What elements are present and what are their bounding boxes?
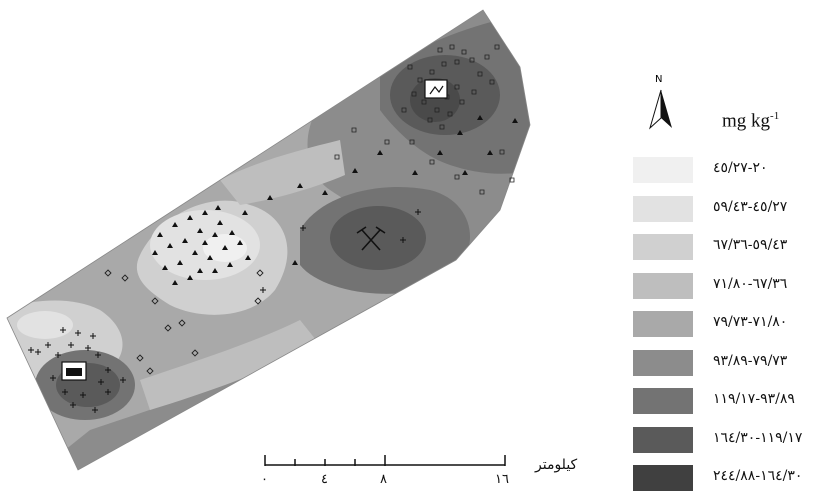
sample-squares (334, 44, 515, 195)
legend-label: ١٦٤/٣٠-٢٤٤/٨٨ (713, 468, 803, 484)
legend-label: ٥٩/٤٣-٦٧/٣٦ (713, 237, 788, 253)
legend-item: ٦٧/٣٦-٧١/٨٠ (633, 272, 823, 299)
legend-item: ٧١/٨٠-٧٩/٧٣ (633, 311, 823, 337)
city-marker-southwest (61, 361, 87, 381)
legend-item: ١١٩/١٧-١٦٤/٣٠ (633, 426, 823, 453)
crossed-hammers-icon (356, 226, 386, 251)
legend-label: ٤٥/٢٧-٥٩/٤٣ (713, 198, 788, 215)
scale-tick-0: ٠ (261, 472, 268, 487)
legend-swatch (633, 234, 693, 260)
legend-item: ٧٩/٧٣-٩٣/٨٩ (633, 349, 823, 376)
legend-swatch (633, 388, 693, 414)
legend-item: ٥٩/٤٣-٦٧/٣٦ (633, 234, 823, 260)
scale-tick-4: ٤ (321, 472, 328, 487)
legend-item: ٤٥/٢٧-٥٩/٤٣ (633, 195, 823, 222)
legend-swatch (633, 311, 693, 337)
legend-label: ١١٩/١٧-١٦٤/٣٠ (713, 429, 803, 446)
legend-swatch (633, 349, 693, 376)
legend-item: ١٦٤/٣٠-٢٤٤/٨٨ (633, 465, 823, 491)
legend-item: ٩٣/٨٩-١١٩/١٧ (633, 388, 823, 414)
scale-unit: کیلومتر (535, 457, 578, 473)
legend-label: ٧١/٨٠-٧٩/٧٣ (713, 314, 788, 330)
legend-label: ٧٩/٧٣-٩٣/٨٩ (713, 352, 788, 369)
north-arrow-icon (649, 89, 672, 130)
legend-swatch (633, 157, 693, 183)
legend-swatch (633, 272, 693, 299)
legend-label: ٩٣/٨٩-١١٩/١٧ (713, 391, 795, 407)
scale-tick-16: ١٦ (495, 472, 509, 487)
legend-title: mg kg-1 (722, 110, 780, 132)
legend-item: ٢٠-٤٥/٢٧ (633, 157, 823, 183)
north-label: N (655, 74, 663, 85)
city-marker-northeast (424, 79, 448, 99)
scale-tick-8: ٨ (380, 472, 387, 487)
legend-label: ٢٠-٤٥/٢٧ (713, 160, 768, 176)
legend-label: ٦٧/٣٦-٧١/٨٠ (713, 275, 788, 292)
sample-triangles (152, 115, 518, 285)
scale-bar (264, 455, 506, 466)
legend-swatch (633, 195, 693, 222)
legend-swatch (633, 465, 693, 491)
legend-swatch (633, 426, 693, 453)
sample-diamonds (104, 269, 264, 375)
study-area (7, 10, 530, 470)
